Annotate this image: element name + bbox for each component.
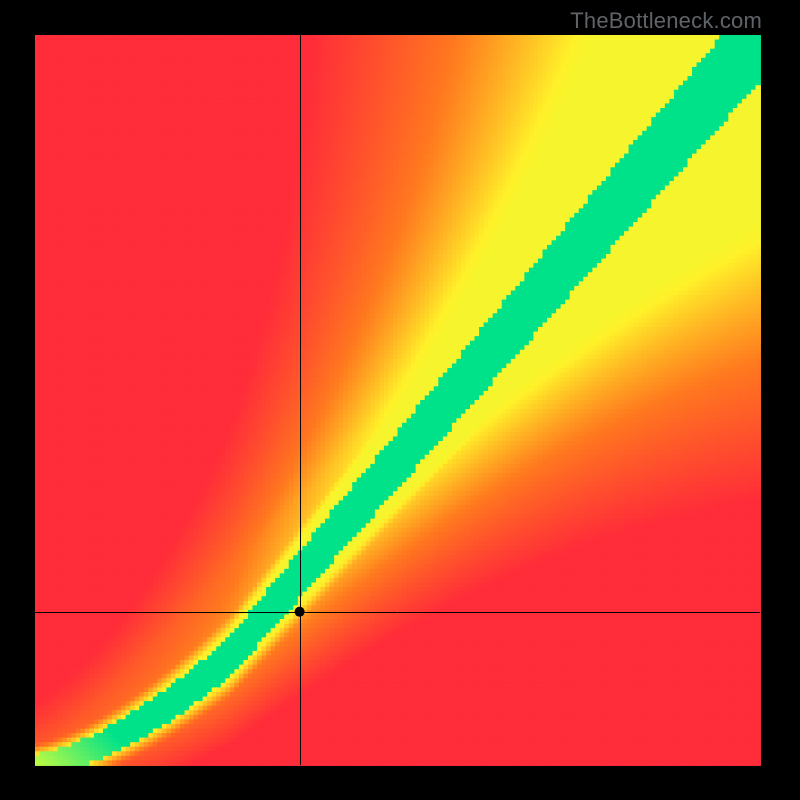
watermark-text: TheBottleneck.com — [570, 8, 762, 34]
bottleneck-heatmap-canvas — [0, 0, 800, 800]
chart-stage: TheBottleneck.com — [0, 0, 800, 800]
